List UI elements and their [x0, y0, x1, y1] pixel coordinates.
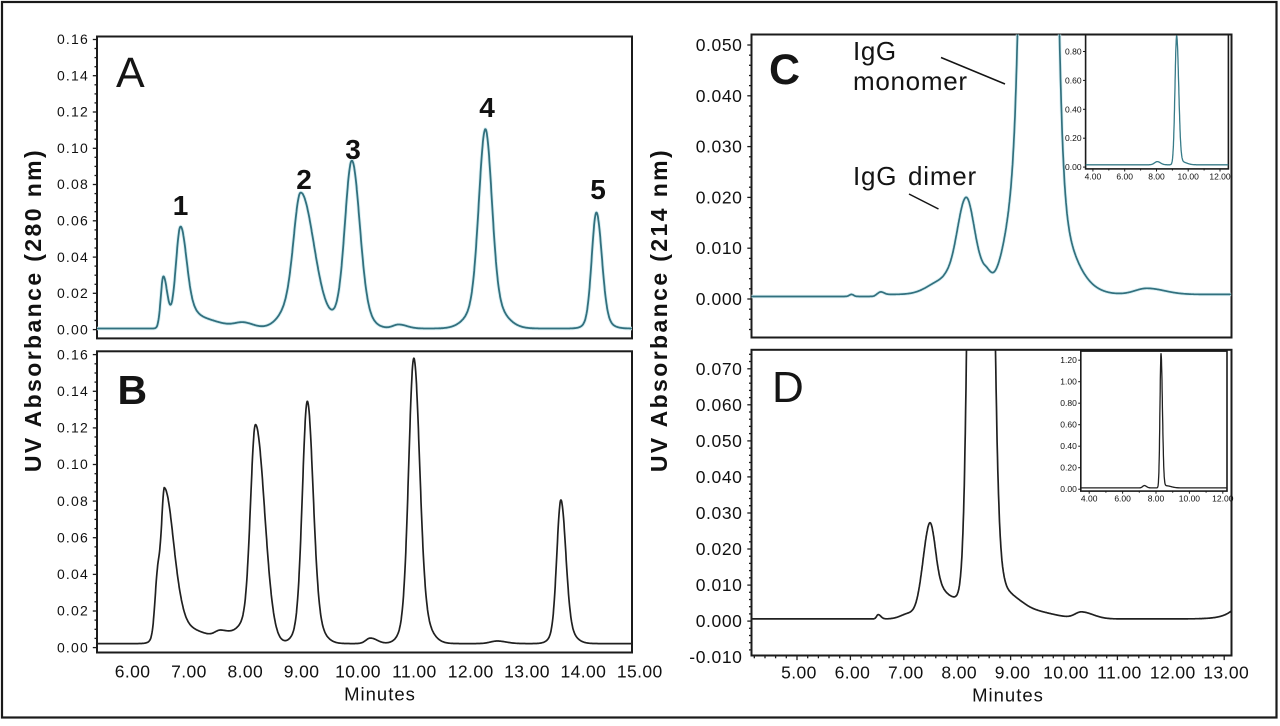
svg-text:9.00: 9.00: [284, 662, 320, 682]
svg-text:Minutes: Minutes: [972, 685, 1044, 706]
svg-text:0.10: 0.10: [57, 456, 89, 472]
svg-text:0.040: 0.040: [696, 86, 743, 106]
svg-text:10.00: 10.00: [1178, 171, 1200, 181]
svg-text:0.040: 0.040: [696, 467, 743, 487]
svg-text:1: 1: [173, 190, 189, 221]
svg-text:13.00: 13.00: [504, 662, 550, 682]
svg-text:0.60: 0.60: [1065, 75, 1082, 85]
svg-text:12.00: 12.00: [1209, 171, 1231, 181]
svg-text:7.00: 7.00: [171, 662, 207, 682]
svg-text:0.00: 0.00: [57, 639, 89, 655]
svg-text:-0.010: -0.010: [689, 647, 742, 667]
svg-text:0.020: 0.020: [696, 187, 743, 207]
svg-text:0.16: 0.16: [57, 31, 89, 47]
svg-text:0.12: 0.12: [57, 104, 89, 120]
svg-text:11.00: 11.00: [392, 662, 437, 682]
svg-text:9.00: 9.00: [995, 663, 1031, 683]
svg-text:12.00: 12.00: [448, 662, 494, 682]
svg-text:8.00: 8.00: [941, 663, 977, 683]
svg-text:0.000: 0.000: [696, 289, 743, 309]
svg-text:0.80: 0.80: [1060, 398, 1077, 408]
svg-text:0.40: 0.40: [1060, 441, 1077, 451]
svg-text:0.60: 0.60: [1060, 420, 1077, 430]
svg-text:10.00: 10.00: [1043, 663, 1089, 683]
svg-text:6.00: 6.00: [1114, 494, 1131, 504]
svg-text:0.02: 0.02: [57, 285, 89, 301]
svg-text:0.14: 0.14: [57, 383, 89, 399]
svg-text:14.00: 14.00: [561, 662, 607, 682]
svg-text:4.00: 4.00: [1081, 494, 1098, 504]
svg-text:8.00: 8.00: [227, 662, 263, 682]
svg-text:12.00: 12.00: [1212, 494, 1234, 504]
svg-text:0.010: 0.010: [696, 575, 743, 595]
svg-text:0.00: 0.00: [57, 321, 89, 337]
svg-text:4.00: 4.00: [1085, 171, 1102, 181]
svg-text:IgG: IgG: [853, 161, 897, 191]
svg-text:monomer: monomer: [853, 66, 968, 96]
svg-text:0.070: 0.070: [696, 359, 743, 379]
svg-text:0.00: 0.00: [1065, 162, 1082, 172]
svg-text:0.050: 0.050: [696, 431, 743, 451]
svg-text:0.20: 0.20: [1065, 133, 1082, 143]
svg-text:7.00: 7.00: [888, 663, 924, 683]
svg-text:0.40: 0.40: [1065, 104, 1082, 114]
svg-text:0.030: 0.030: [696, 137, 743, 157]
svg-text:0.14: 0.14: [57, 67, 89, 83]
svg-text:8.00: 8.00: [1148, 494, 1165, 504]
svg-text:12.00: 12.00: [1150, 663, 1196, 683]
svg-text:UV Absorbance (280 nm): UV Absorbance (280 nm): [20, 148, 46, 472]
svg-text:13.00: 13.00: [1203, 663, 1249, 683]
svg-text:0.06: 0.06: [57, 213, 89, 229]
svg-text:2: 2: [296, 164, 312, 195]
svg-text:C: C: [769, 46, 800, 94]
svg-text:0.000: 0.000: [696, 611, 743, 631]
svg-text:0.030: 0.030: [696, 503, 743, 523]
svg-text:0.12: 0.12: [57, 420, 89, 436]
svg-text:Minutes: Minutes: [344, 684, 416, 705]
svg-text:0.00: 0.00: [1060, 484, 1077, 494]
svg-text:0.08: 0.08: [57, 176, 89, 192]
svg-text:4: 4: [479, 92, 495, 123]
svg-text:0.04: 0.04: [57, 566, 89, 582]
svg-text:6.00: 6.00: [1116, 171, 1133, 181]
svg-text:0.20: 0.20: [1060, 463, 1077, 473]
svg-text:A: A: [116, 49, 145, 97]
svg-text:dimer: dimer: [908, 161, 977, 191]
svg-text:5.00: 5.00: [781, 663, 817, 683]
svg-text:3: 3: [345, 134, 361, 165]
svg-text:5: 5: [590, 174, 606, 205]
svg-text:0.80: 0.80: [1065, 47, 1082, 57]
svg-text:6.00: 6.00: [115, 662, 151, 682]
svg-text:1.00: 1.00: [1060, 377, 1077, 387]
svg-text:0.10: 0.10: [57, 140, 89, 156]
svg-text:0.04: 0.04: [57, 249, 89, 265]
svg-text:IgG: IgG: [853, 36, 897, 66]
svg-text:1.20: 1.20: [1060, 355, 1077, 365]
svg-text:0.010: 0.010: [696, 238, 743, 258]
svg-text:0.08: 0.08: [57, 493, 89, 509]
svg-text:0.16: 0.16: [57, 346, 89, 362]
svg-text:0.02: 0.02: [57, 603, 89, 619]
svg-text:0.020: 0.020: [696, 539, 743, 559]
svg-text:D: D: [772, 363, 804, 412]
svg-text:10.00: 10.00: [1179, 494, 1201, 504]
svg-text:6.00: 6.00: [835, 663, 871, 683]
svg-text:0.060: 0.060: [696, 395, 743, 415]
svg-text:B: B: [118, 367, 148, 413]
svg-text:0.06: 0.06: [57, 529, 89, 545]
svg-text:10.00: 10.00: [335, 662, 381, 682]
svg-text:8.00: 8.00: [1148, 171, 1165, 181]
svg-text:15.00: 15.00: [617, 662, 663, 682]
svg-text:11.00: 11.00: [1097, 663, 1142, 683]
svg-text:0.050: 0.050: [696, 35, 743, 55]
svg-text:UV Absorbance (214 nm): UV Absorbance (214 nm): [646, 148, 672, 472]
